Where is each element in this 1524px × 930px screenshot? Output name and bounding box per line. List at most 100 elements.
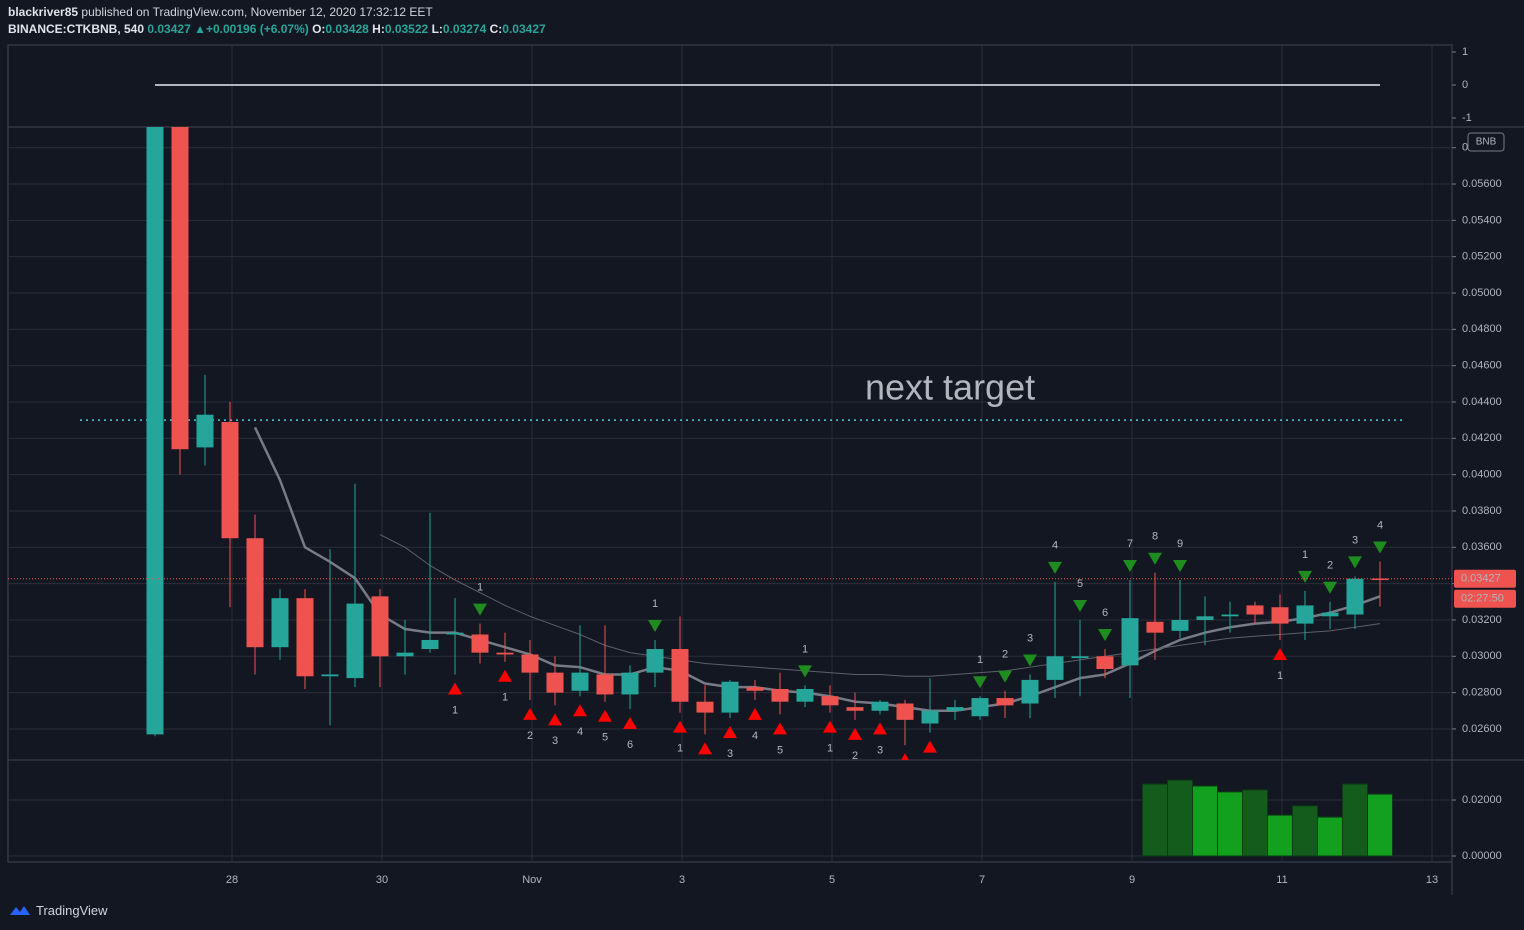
- countdown-box: [1454, 589, 1516, 608]
- candle-body: [1246, 605, 1264, 615]
- signal-marker: [798, 665, 812, 678]
- signal-count: 9: [1177, 538, 1183, 550]
- x-tick-label: 9: [1129, 874, 1135, 886]
- signal-count: 7: [1127, 538, 1133, 550]
- last-price: 0.03427: [147, 22, 191, 36]
- candle-body: [1171, 619, 1189, 631]
- candle-body: [1046, 656, 1064, 680]
- signal-marker: [1273, 647, 1287, 660]
- h-value: 0.03522: [384, 22, 429, 36]
- signal-marker: [523, 707, 537, 720]
- signal-count: 8: [1152, 531, 1158, 543]
- volume-bar: [1267, 814, 1293, 857]
- l-value: 0.03274: [442, 22, 487, 36]
- y-tick-label: 0.05200: [1462, 251, 1502, 263]
- candle-body: [821, 696, 839, 706]
- volume-bar: [1192, 785, 1218, 857]
- arrow: ▲: [194, 22, 206, 36]
- signal-count: 2: [1002, 649, 1008, 661]
- candle-body: [1196, 616, 1214, 620]
- annotation: next target: [865, 367, 1035, 408]
- h-label: H:: [372, 22, 385, 36]
- candle-body: [796, 688, 814, 702]
- header-line-1: blackriver85 published on TradingView.co…: [8, 4, 546, 21]
- x-tick-label: 28: [226, 874, 238, 886]
- price-label-box: [1454, 569, 1516, 588]
- x-tick-label: 11: [1276, 874, 1287, 886]
- y-tick-label: 0.04400: [1462, 396, 1502, 408]
- volume-bar: [1292, 805, 1318, 857]
- signal-marker: [998, 670, 1012, 683]
- candle-body: [896, 703, 914, 720]
- candle-body: [146, 127, 164, 735]
- x-tick-label: 7: [979, 874, 985, 886]
- candle-body: [1271, 607, 1289, 624]
- o-value: 0.03428: [325, 22, 369, 36]
- currency: BNB: [1476, 137, 1497, 148]
- candle-body: [946, 707, 964, 711]
- candle-body: [1121, 618, 1139, 666]
- c-label: C:: [489, 22, 503, 36]
- signal-count: 3: [727, 748, 733, 760]
- signal-count: 1: [977, 654, 983, 666]
- signal-count: 2: [852, 750, 858, 762]
- candle-body: [971, 698, 989, 717]
- y-tick-label: 0: [1462, 79, 1468, 91]
- signal-count: 4: [1052, 540, 1058, 552]
- candle-body: [496, 652, 514, 655]
- signal-marker: [1148, 552, 1162, 565]
- candle-body: [721, 681, 739, 713]
- candle-body: [246, 538, 264, 648]
- candle-body: [271, 598, 289, 648]
- candle-body: [871, 701, 889, 711]
- signal-count: 1: [1302, 549, 1308, 561]
- candle-body: [646, 649, 664, 673]
- y-tick-label: 0.03200: [1462, 614, 1502, 626]
- signal-marker: [698, 742, 712, 755]
- signal-marker: [573, 704, 587, 717]
- y-tick-label: 0.03600: [1462, 541, 1502, 553]
- y-tick-label: 0.05400: [1462, 214, 1502, 226]
- x-tick-label: 30: [376, 874, 388, 886]
- candle-body: [321, 674, 339, 677]
- candle-body: [1371, 578, 1389, 581]
- signal-marker: [1023, 654, 1037, 667]
- signal-count: 2: [527, 730, 533, 742]
- signal-marker: [648, 619, 662, 632]
- signal-marker: [1323, 581, 1337, 594]
- candle-body: [446, 632, 464, 635]
- y-tick-label: 1: [1462, 46, 1468, 58]
- candle-body: [1346, 578, 1364, 615]
- symbol: BINANCE:CTKBNB, 540: [8, 22, 145, 36]
- signal-count: 4: [752, 730, 758, 742]
- o-label: O:: [312, 22, 326, 36]
- signal-marker: [1098, 629, 1112, 642]
- y-tick-label: 0.03000: [1462, 650, 1502, 662]
- logo: [10, 906, 30, 915]
- candle-body: [771, 688, 789, 702]
- volume-bar: [1142, 783, 1168, 857]
- y-tick-label: 0.02600: [1462, 723, 1502, 735]
- published: published on TradingView.com, November 1…: [81, 5, 433, 19]
- signal-marker: [748, 707, 762, 720]
- volume-bar: [1367, 793, 1393, 857]
- volume-bar: [1167, 779, 1193, 857]
- volume-bar: [1342, 783, 1368, 857]
- x-tick-label: Nov: [522, 874, 542, 886]
- candle-body: [1096, 656, 1114, 670]
- candle-body: [396, 652, 414, 657]
- y-tick-label: 0.04000: [1462, 469, 1502, 481]
- candle-body: [1021, 679, 1039, 704]
- signal-marker: [1298, 570, 1312, 583]
- signal-marker: [548, 713, 562, 726]
- signal-marker: [448, 682, 462, 695]
- x-tick-label: 5: [829, 874, 835, 886]
- signal-count: 6: [627, 739, 633, 751]
- signal-count: 1: [652, 598, 658, 610]
- signal-count: 1: [802, 643, 808, 655]
- signal-count: 1: [477, 581, 483, 593]
- change: +0.00196 (+6.07%): [205, 22, 309, 36]
- signal-count: 3: [552, 735, 558, 747]
- signal-marker: [598, 709, 612, 722]
- signal-count: 3: [1352, 534, 1358, 546]
